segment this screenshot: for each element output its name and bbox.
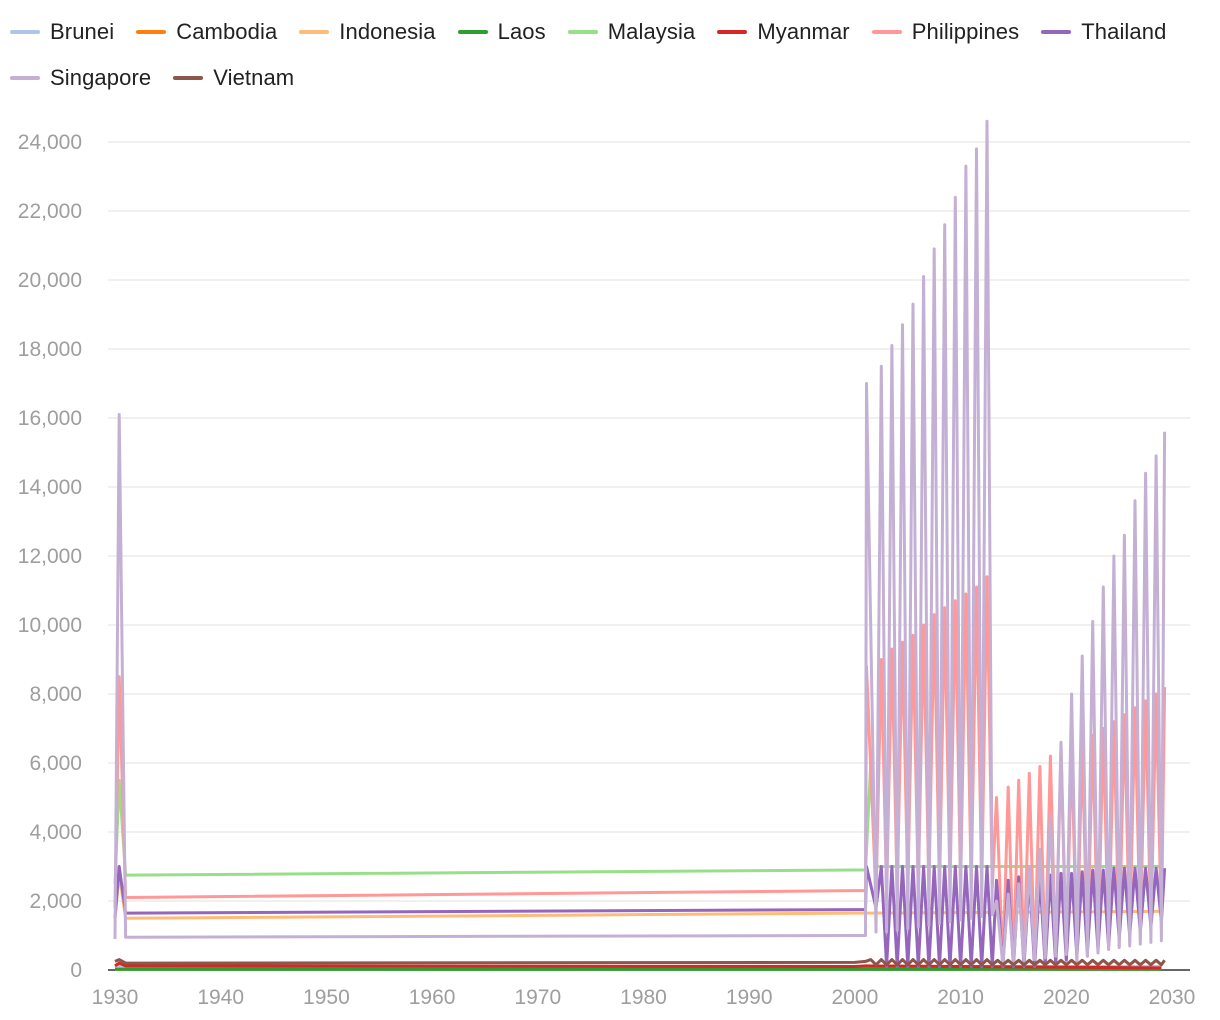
legend-swatch-cambodia [136, 30, 167, 34]
legend-item-cambodia[interactable]: Cambodia [136, 19, 277, 45]
y-tick-label: 8,000 [29, 683, 82, 706]
x-tick-label: 1990 [726, 986, 773, 1009]
y-tick-label: 14,000 [18, 476, 82, 499]
legend-label-singapore: Singapore [50, 65, 152, 90]
y-tick-label: 18,000 [18, 338, 82, 361]
y-tick-label: 22,000 [18, 200, 82, 223]
legend-item-vietnam[interactable]: Vietnam [173, 65, 294, 91]
legend-item-myanmar[interactable]: Myanmar [717, 19, 850, 45]
series-line-singapore[interactable] [113, 119, 1167, 967]
chart-legend: Brunei Cambodia Indonesia Laos Malaysia … [10, 14, 1210, 106]
x-tick-label: 1960 [409, 986, 456, 1009]
legend-swatch-indonesia [299, 30, 330, 34]
legend-item-philippines[interactable]: Philippines [871, 19, 1020, 45]
y-tick-label: 6,000 [29, 752, 82, 775]
x-tick-label: 2030 [1149, 986, 1196, 1009]
series-line-vietnam[interactable] [114, 958, 1166, 967]
y-tick-label: 16,000 [18, 407, 82, 430]
legend-row-2: Singapore Vietnam [10, 60, 1210, 96]
legend-item-malaysia[interactable]: Malaysia [567, 19, 696, 45]
legend-label-cambodia: Cambodia [176, 19, 278, 44]
series-line-myanmar[interactable] [114, 961, 1162, 970]
legend-label-philippines: Philippines [911, 19, 1020, 44]
x-tick-label: 2010 [937, 986, 984, 1009]
legend-swatch-thailand [1041, 30, 1072, 34]
legend-swatch-vietnam [173, 76, 204, 80]
legend-label-brunei: Brunei [50, 19, 115, 44]
x-tick-label: 1930 [92, 986, 139, 1009]
legend-item-indonesia[interactable]: Indonesia [299, 19, 436, 45]
y-tick-label: 0 [70, 959, 82, 982]
legend-item-singapore[interactable]: Singapore [10, 65, 151, 91]
x-tick-label: 2000 [832, 986, 879, 1009]
y-tick-label: 2,000 [29, 890, 82, 913]
y-tick-label: 12,000 [18, 545, 82, 568]
legend-label-thailand: Thailand [1081, 19, 1167, 44]
legend-label-myanmar: Myanmar [757, 19, 850, 44]
x-tick-label: 1950 [303, 986, 350, 1009]
legend-item-brunei[interactable]: Brunei [10, 19, 114, 45]
series-lines [113, 119, 1167, 971]
x-tick-label: 1980 [620, 986, 667, 1009]
legend-item-thailand[interactable]: Thailand [1041, 19, 1166, 45]
x-tick-label: 1940 [197, 986, 244, 1009]
x-tick-label: 2020 [1043, 986, 1090, 1009]
y-tick-label: 24,000 [18, 131, 82, 154]
legend-label-malaysia: Malaysia [607, 19, 696, 44]
legend-swatch-myanmar [717, 30, 748, 34]
legend-swatch-philippines [871, 30, 902, 34]
y-tick-label: 20,000 [18, 269, 82, 292]
legend-swatch-laos [457, 30, 488, 34]
legend-swatch-brunei [10, 30, 40, 34]
legend-item-laos[interactable]: Laos [457, 19, 546, 45]
legend-row-1: Brunei Cambodia Indonesia Laos Malaysia … [10, 14, 1210, 50]
legend-swatch-singapore [10, 76, 40, 80]
legend-swatch-malaysia [567, 30, 598, 34]
legend-label-indonesia: Indonesia [339, 19, 436, 44]
y-tick-label: 4,000 [29, 821, 82, 844]
legend-label-laos: Laos [497, 19, 546, 44]
x-tick-label: 1970 [514, 986, 561, 1009]
legend-label-vietnam: Vietnam [213, 65, 295, 90]
axes: 0 2,000 4,000 6,000 8,000 10,000 12,000 14,000 1… [18, 131, 1196, 1009]
y-tick-label: 10,000 [18, 614, 82, 637]
